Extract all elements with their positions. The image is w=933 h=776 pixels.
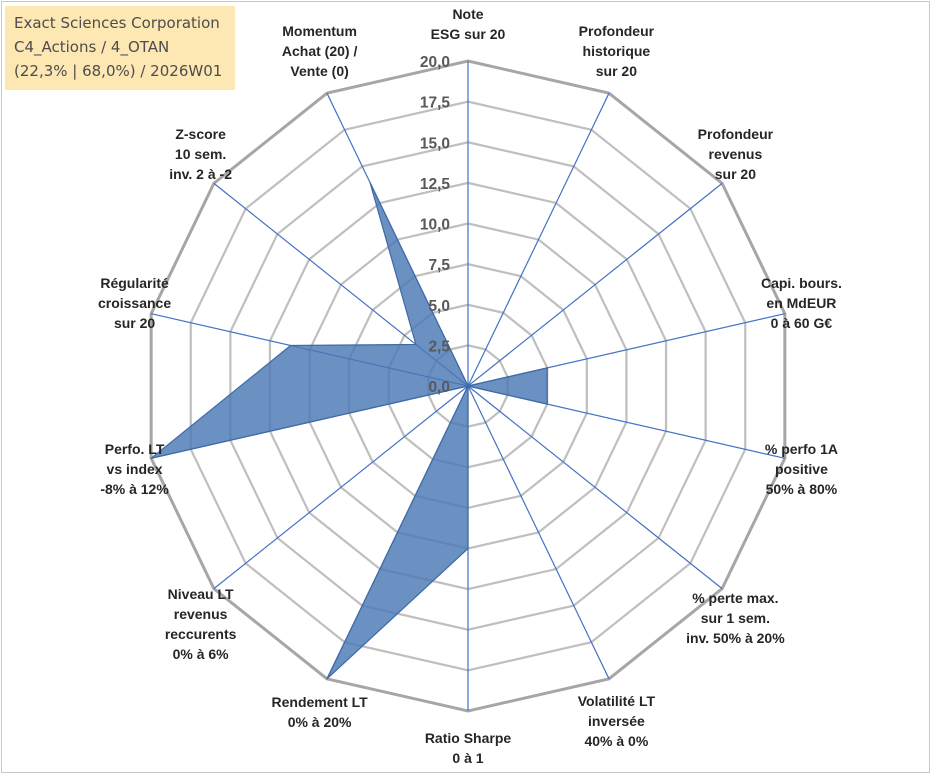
info-box: Exact Sciences Corporation C4_Actions / … [5, 6, 235, 90]
axis-label: Perfo. LT vs index -8% à 12% [100, 441, 169, 497]
axis-label: Note ESG sur 20 [431, 6, 506, 42]
data-point [326, 678, 328, 680]
tick-label: 5,0 [428, 298, 450, 315]
period-label: (22,3% | 68,0%) / 2026W01 [14, 62, 223, 80]
data-point [369, 181, 371, 184]
tick-label: 17,5 [420, 95, 451, 112]
axis-label: Z-score 10 sem. inv. 2 à -2 [169, 126, 232, 182]
axis-label: Volatilité LT inversée 40% à 0% [578, 693, 656, 749]
data-point [289, 344, 292, 347]
tick-label: 7,5 [428, 257, 450, 274]
data-point [546, 403, 548, 405]
portfolio-label: C4_Actions / 4_OTAN [14, 38, 170, 56]
axis-spoke [467, 182, 723, 387]
data-point [467, 547, 469, 550]
company-name: Exact Sciences Corporation [14, 14, 220, 32]
axis-spoke [467, 385, 610, 680]
tick-label: 10,0 [420, 217, 450, 234]
axis-label: Rendement LT 0% à 20% [272, 694, 369, 730]
data-point [467, 385, 469, 387]
radial-tick-labels: 0,0 2,5 5,0 7,5 10,0 12,5 15,0 17,5 20,0 [420, 54, 451, 396]
axis-label: % perte max. sur 1 sem. inv. 50% à 20% [686, 590, 785, 646]
axis-label: Capi. bours. en MdEUR 0 à 60 G€ [761, 275, 842, 331]
tick-label: 2,5 [428, 338, 450, 355]
tick-label: 20,0 [420, 54, 450, 71]
axis-spoke [467, 92, 610, 387]
series-area [150, 181, 548, 680]
axis-label: Régularité croissance sur 20 [98, 275, 171, 331]
data-point [415, 343, 417, 346]
axis-label: Niveau LT revenus reccurents 0% à 6% [165, 586, 237, 662]
axis-label: % perfo 1A positive 50% à 80% [765, 441, 838, 497]
axis-spoke [213, 385, 469, 590]
tick-label: 0,0 [428, 379, 450, 396]
tick-label: 15,0 [420, 135, 450, 152]
series-polygon [150, 182, 548, 680]
axis-label: Momentum Achat (20) / Vente (0) [282, 23, 358, 79]
axis-label: Profondeur historique sur 20 [579, 23, 655, 79]
data-point [546, 367, 548, 369]
data-point [150, 457, 152, 459]
axis-label: Profondeur revenus sur 20 [698, 126, 774, 182]
axis-spoke [467, 385, 723, 590]
axis-labels: Note ESG sur 20 Profondeur historique sur 20… [98, 6, 842, 766]
axis-label: Ratio Sharpe 0 à 1 [425, 730, 512, 766]
tick-label: 12,5 [420, 176, 451, 193]
